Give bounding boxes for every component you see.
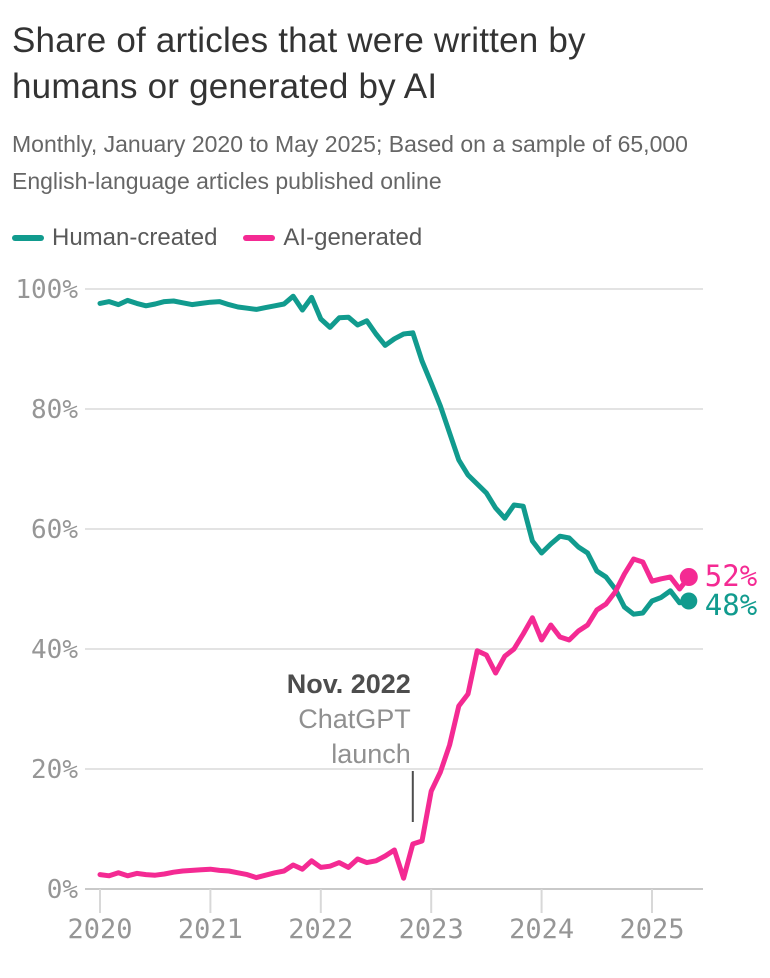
ai-end-dot <box>679 568 698 586</box>
human-end-dot <box>680 592 698 610</box>
ai-generated-line <box>97 556 692 881</box>
x-axis-tick-label: 2024 <box>509 914 574 945</box>
y-axis-tick-label: 20% <box>31 755 78 785</box>
ai-series-legend-label: AI-generated <box>283 224 423 251</box>
x-axis-tick-label: 2020 <box>67 914 132 945</box>
ai-end-value-label: 52% <box>705 559 757 593</box>
y-axis-tick-label: 0% <box>47 875 79 905</box>
human-end-value-label: 48% <box>705 588 757 622</box>
x-axis-tick-label: 2021 <box>178 914 243 945</box>
annotation-text-line: launch <box>331 739 411 769</box>
legend-item-human: Human-created <box>12 224 217 252</box>
x-axis-tick-label: 2025 <box>619 914 684 945</box>
x-axis-tick-label: 2022 <box>288 914 353 945</box>
annotation-date-label: Nov. 2022 <box>287 669 411 699</box>
y-axis-tick-label: 100% <box>15 275 78 305</box>
chart-subtitle: Monthly, January 2020 to May 2025; Based… <box>12 131 688 194</box>
page-title: Share of articles that were written by h… <box>12 21 586 106</box>
x-axis-tick-label: 2023 <box>399 914 464 945</box>
y-axis-tick-label: 60% <box>31 515 78 545</box>
human-created-line <box>97 293 692 617</box>
ai-series-swatch-icon <box>243 235 276 241</box>
legend: Human-created AI-generated <box>12 224 760 252</box>
annotation-text-line: ChatGPT <box>298 704 411 734</box>
y-axis-tick-label: 80% <box>31 395 78 425</box>
human-series-legend-label: Human-created <box>52 224 218 251</box>
line-chart: 0% 20% 40% 60% 80% 100% 2020 2021 2022 2023 2024 20… <box>15 275 757 945</box>
legend-item-ai: AI-generated <box>243 224 422 252</box>
human-series-swatch-icon <box>12 235 44 241</box>
y-axis-tick-label: 40% <box>31 635 78 665</box>
